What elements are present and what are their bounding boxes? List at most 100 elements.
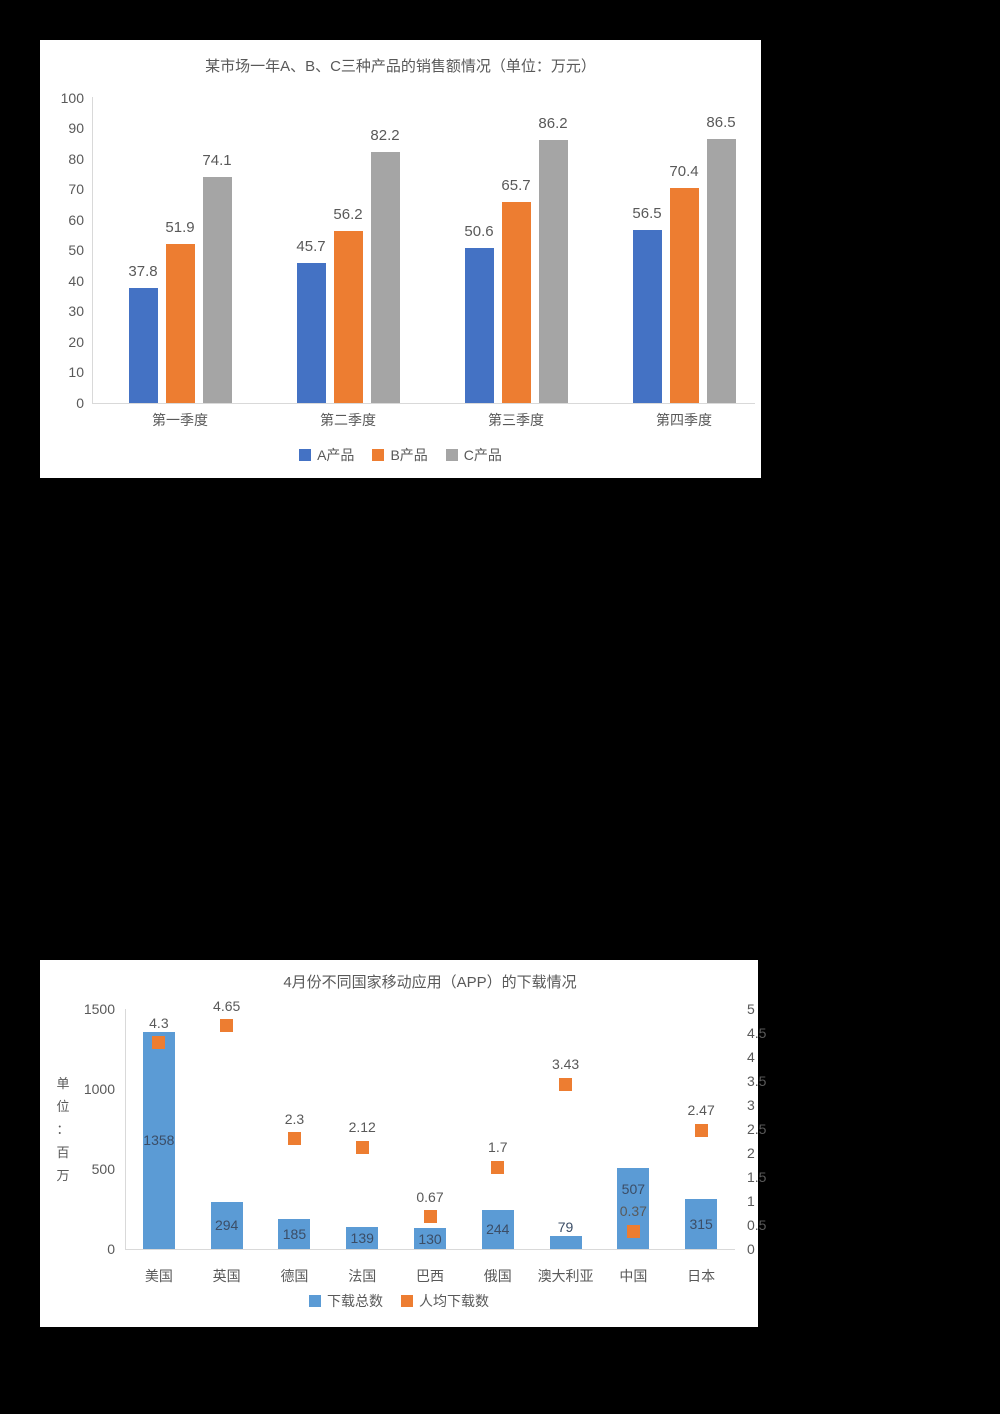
x-axis-line [125,1249,735,1250]
bar-value-label: 294 [214,1217,239,1234]
scatter-value-label: 1.7 [488,1139,508,1156]
y-axis-tick-label: 80 [68,150,84,167]
download-total-bar [142,1031,175,1249]
y-axis-tick-label: 50 [68,242,84,259]
x-axis-category-label: 德国 [280,1268,309,1284]
left-axis-tick-label: 1500 [83,1001,115,1017]
per-capita-marker [423,1210,437,1224]
right-axis-tick-label: 2 [747,1145,755,1161]
bar-series-1 [669,187,699,403]
bar-value-label: 45.7 [296,238,326,256]
bar-value-label: 51.9 [165,219,195,237]
per-capita-marker [626,1224,640,1238]
legend-swatch-icon [401,1295,413,1307]
legend-label: 下载总数 [327,1293,383,1309]
per-capita-marker [355,1140,369,1154]
bar-value-label: 139 [350,1229,374,1246]
legend-item: B产品 [372,445,428,465]
sales-chart-panel: 某市场一年A、B、C三种产品的销售额情况（单位：万元） 0 10 20 30 40 50 6… [40,40,761,478]
bar-value-label: 37.8 [128,262,158,280]
legend-item: 下载总数 [309,1291,383,1311]
right-axis-tick-label: 3.5 [747,1073,767,1089]
y-axis-tick-label: 30 [68,303,84,320]
scatter-value-label: 0.37 [619,1203,647,1220]
download-total-bar [210,1201,243,1249]
bar-value-label: 56.2 [333,206,363,224]
bar-series-2 [370,151,400,403]
per-capita-marker [287,1132,301,1146]
x-axis-category-label: 第三季度 [488,412,544,428]
per-capita-marker [559,1077,573,1091]
right-axis-tick-label: 0.5 [747,1217,767,1233]
legend-swatch-icon [299,449,312,461]
bar-series-0 [464,248,494,403]
bar-value-label: 315 [689,1215,713,1232]
y-axis-tick-label: 70 [68,181,84,198]
x-axis-category-label: 英国 [212,1268,241,1284]
bar-series-1 [165,244,195,403]
y-axis-tick-label: 60 [68,211,84,228]
downloads-chart-panel: 4月份不同国家移动应用（APP）的下载情况 单 位 ： 百 万 0 500 1000 1… [40,960,766,1327]
left-axis-line [125,1009,126,1249]
y-axis-tick-label: 100 [60,89,84,106]
scatter-value-label: 2.47 [687,1102,715,1119]
x-axis-category-label: 日本 [687,1268,716,1284]
x-axis-category-label: 俄国 [483,1268,512,1284]
y-axis-line [92,97,93,403]
x-axis-category-label: 澳大利亚 [537,1268,594,1284]
x-axis-category-label: 法国 [348,1268,377,1284]
per-capita-marker [694,1123,708,1137]
legend-label: 人均下载数 [419,1293,489,1309]
bar-series-2 [538,139,568,403]
bar-series-1 [333,231,363,403]
legend-label: B产品 [390,447,428,463]
downloads-chart-legend: 下载总数 人均下载数 [40,1291,758,1311]
x-axis-category-label: 巴西 [416,1268,444,1284]
scatter-value-label: 2.12 [348,1119,376,1136]
left-axis-tick-label: 0 [107,1241,115,1257]
scatter-value-label: 2.3 [284,1110,305,1127]
left-axis-tick-label: 1000 [83,1081,115,1097]
y-axis-tick-label: 10 [68,364,84,381]
right-axis-tick-label: 1 [747,1193,755,1209]
y-axis-tick-label: 90 [68,120,84,137]
right-axis-tick-label: 3 [747,1097,755,1113]
download-total-bar [414,1228,446,1249]
scatter-value-label: 3.43 [551,1056,580,1073]
x-axis-category-label: 第四季度 [656,412,712,428]
sales-chart-legend: A产品 B产品 C产品 [40,445,761,465]
download-total-bar [549,1236,582,1249]
x-axis-category-label: 第一季度 [152,412,208,428]
right-axis-tick-label: 0 [747,1241,755,1257]
x-axis-category-label: 中国 [619,1268,648,1284]
right-axis-tick-label: 2.5 [747,1121,767,1137]
sales-chart-title: 某市场一年A、B、C三种产品的销售额情况（单位：万元） [205,58,596,75]
y-axis-tick-label: 20 [68,333,84,350]
legend-label: A产品 [317,447,355,463]
bar-value-label: 79 [557,1219,574,1236]
bar-value-label: 1358 [143,1132,175,1149]
right-axis-tick-label: 5 [747,1001,755,1017]
bar-value-label: 185 [282,1226,307,1243]
bar-value-label: 244 [486,1221,510,1238]
legend-item: C产品 [445,445,502,465]
bar-series-1 [501,202,531,403]
right-axis-tick-label: 4 [747,1049,755,1065]
bar-value-label: 56.5 [632,205,662,223]
bar-series-2 [202,176,232,403]
left-axis-tick-label: 500 [91,1161,115,1177]
legend-item: A产品 [299,445,354,465]
bar-value-label: 65.7 [501,177,531,195]
legend-swatch-icon [445,449,458,461]
per-capita-marker [491,1160,505,1174]
y-axis-tick-label: 40 [68,272,84,289]
x-axis-category-label: 美国 [144,1268,173,1284]
legend-swatch-icon [309,1295,321,1307]
downloads-chart-plot: 单 位 ： 百 万 0 500 1000 1500 0 0.5 1 1.5 2 2.5 3 3.5 4 4.… [40,960,766,1327]
x-axis-category-label: 第二季度 [320,412,376,428]
bar-value-label: 74.1 [202,151,232,169]
legend-label: C产品 [463,447,502,463]
legend-item: 人均下载数 [401,1291,489,1311]
scatter-value-label: 4.65 [213,997,241,1014]
